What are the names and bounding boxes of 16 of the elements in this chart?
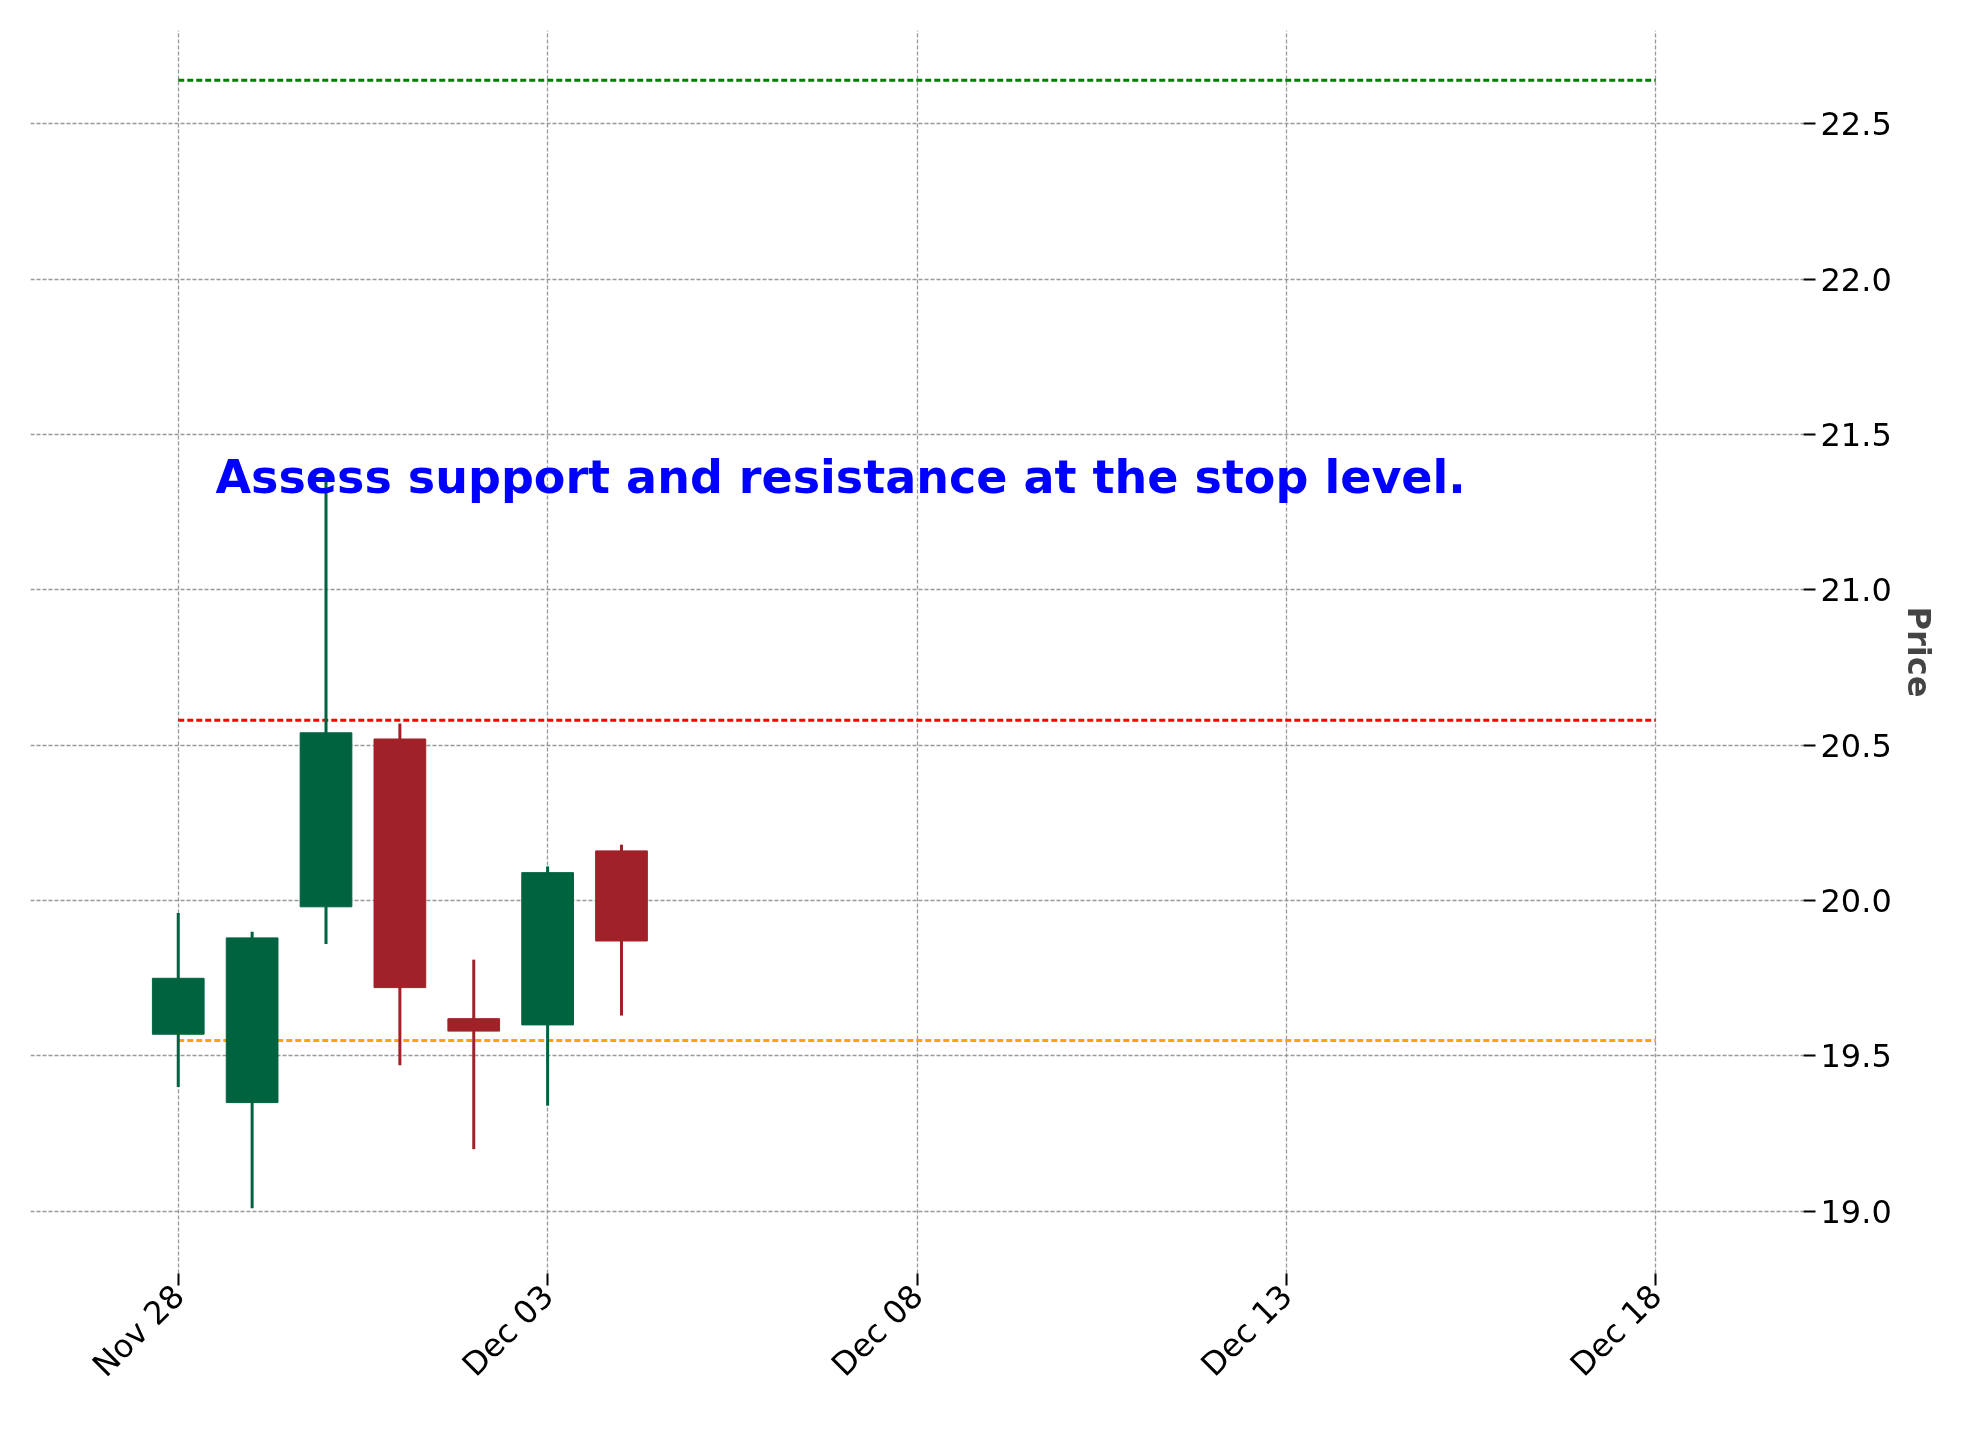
x-tick-label: Nov 28 [84,1277,192,1385]
y-tick-label: 19.5 [1820,1037,1892,1076]
x-tick-label: Dec 13 [1193,1277,1300,1384]
annotation: Assess support and resistance at the stop level. [215,449,1466,504]
y-tick-label: 20.5 [1820,726,1892,765]
y-tick-label: 22.0 [1820,260,1892,299]
candlestick [447,959,501,1151]
x-tick-label: Dec 03 [454,1277,562,1384]
y-tick-label: 21.5 [1820,415,1892,454]
y-tick-label: 20.0 [1820,882,1892,921]
y-axis-title: Price [1899,606,1938,698]
y-tick-label: 21.0 [1820,571,1892,610]
x-tick-label: Dec 18 [1562,1277,1670,1384]
y-tick-label: 19.0 [1820,1192,1892,1231]
x-tick-label: Dec 08 [823,1277,931,1384]
y-tick-label: 22.5 [1820,105,1892,144]
